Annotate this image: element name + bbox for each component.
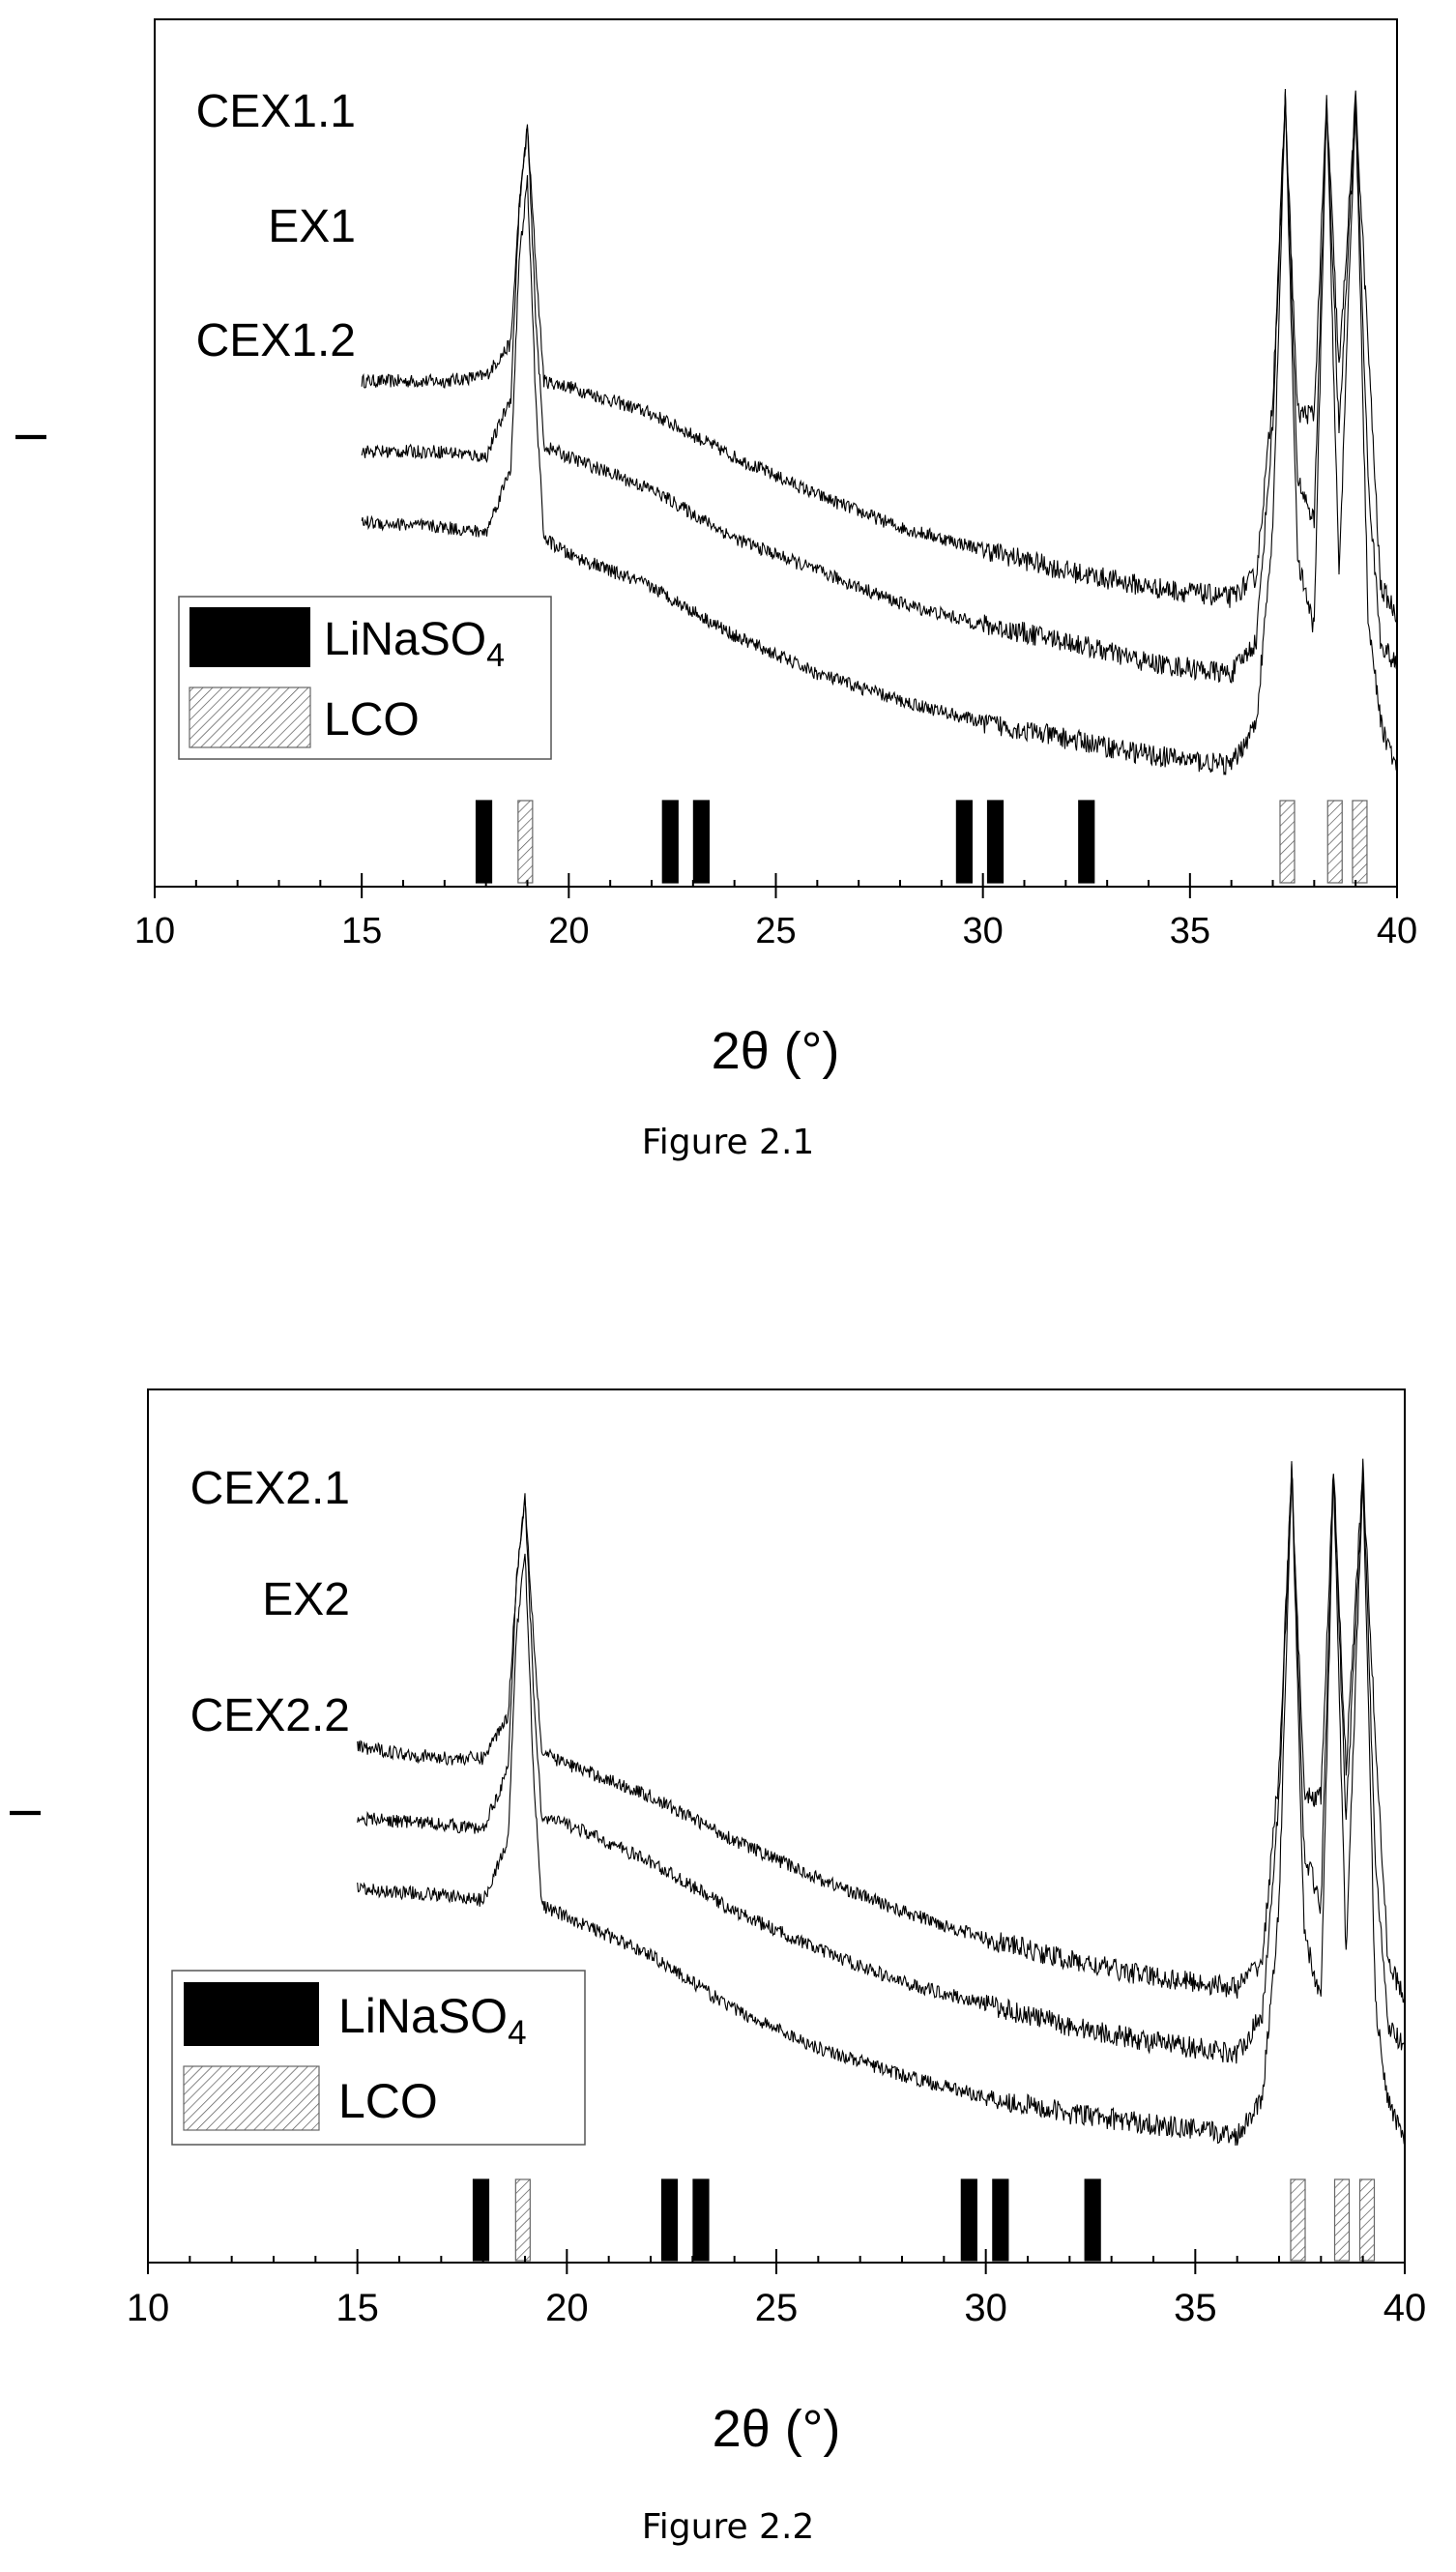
x-tick-label-25: 25 xyxy=(755,2287,799,2329)
figure-2-1-series-labels: CEX1.1 EX1 CEX1.2 xyxy=(196,86,356,366)
x-tick-label-20: 20 xyxy=(545,2287,589,2329)
figure-2-2-legend-label-linaso4: LiNaSO4 xyxy=(338,1989,527,2052)
reference-bar-linaso4-23.2 xyxy=(692,2178,710,2262)
reference-bar-linaso4-30.35 xyxy=(992,2178,1009,2262)
figure-2-1-y-axis-label: I xyxy=(6,431,56,444)
reference-bar-lco-37.35 xyxy=(1279,800,1296,884)
figure-2-1-legend-swatch-linaso4 xyxy=(189,607,310,667)
x-tick-label-30: 30 xyxy=(963,911,1004,951)
figure-2-1-x-axis-label: 2θ (°) xyxy=(712,1022,840,1080)
reference-bar-linaso4-32.55 xyxy=(1084,2178,1101,2262)
reference-bar-lco-18.95 xyxy=(517,800,534,884)
figure-2-1-caption: Figure 2.1 xyxy=(642,1123,815,1162)
reference-bar-linaso4-30.3 xyxy=(986,800,1005,884)
reference-bar-lco-38.5 xyxy=(1326,800,1343,884)
reference-bar-linaso4-22.45 xyxy=(661,800,679,884)
reference-bar-linaso4-22.45 xyxy=(660,2178,679,2262)
series-label-cex2-2: CEX2.2 xyxy=(190,1690,350,1741)
figure-2-1-x-axis: 10 15 20 25 30 35 40 xyxy=(134,873,1417,951)
figure-2-1: 10 15 20 25 30 35 40 2θ (°) I CEX1.1EX1CEX1.2 … xyxy=(6,18,1417,1080)
x-tick-label-10: 10 xyxy=(134,911,175,951)
x-tick-label-35: 35 xyxy=(1174,2287,1217,2329)
reference-bar-lco-18.95 xyxy=(514,2178,531,2262)
figure-2-2-y-axis-label: I xyxy=(0,1807,50,1820)
reference-bar-linaso4-17.95 xyxy=(475,800,493,884)
figure-2-2-series xyxy=(357,1458,1405,2147)
x-tick-label-40: 40 xyxy=(1377,911,1417,951)
figure-2-2-x-axis-label: 2θ (°) xyxy=(713,2400,841,2458)
figure-2-1-reference-bars xyxy=(475,800,1368,884)
reference-bar-lco-39.1 xyxy=(1358,2178,1376,2262)
x-tick-label-15: 15 xyxy=(335,2287,379,2329)
figure-2-1-legend-label-linaso4: LiNaSO4 xyxy=(324,614,505,674)
figure-2-1-legend: LiNaSO4 LCO xyxy=(178,596,552,760)
figure-2-1-legend-swatch-lco xyxy=(189,687,311,748)
figure-2-1-series xyxy=(361,88,1397,775)
x-tick-label-35: 35 xyxy=(1170,911,1210,951)
series-label-cex2-1: CEX2.1 xyxy=(190,1463,350,1514)
figure-2-2-legend-swatch-linaso4 xyxy=(184,1982,319,2046)
series-line-cex2-1 xyxy=(357,1458,1405,2003)
figure-2-2-series-labels: CEX2.1 EX2 CEX2.2 xyxy=(190,1463,350,1741)
figure-2-2-legend-swatch-lco xyxy=(183,2065,320,2131)
series-label-cex1-2: CEX1.2 xyxy=(196,315,356,366)
series-line-cex1-1 xyxy=(361,90,1397,624)
figure-2-2-x-axis: 10 15 20 25 30 35 40 xyxy=(127,2249,1427,2329)
series-line-cex2-2 xyxy=(357,1463,1405,2147)
reference-bar-lco-37.45 xyxy=(1290,2178,1306,2262)
figure-2-1-legend-label-lco: LCO xyxy=(324,694,420,745)
reference-bar-lco-39.1 xyxy=(1352,800,1368,884)
figure-2-2-legend: LiNaSO4 LCO xyxy=(171,1970,586,2146)
reference-bar-lco-38.5 xyxy=(1333,2178,1351,2262)
series-label-cex1-1: CEX1.1 xyxy=(196,86,356,137)
reference-bar-linaso4-29.55 xyxy=(955,800,973,884)
series-label-ex1: EX1 xyxy=(268,201,356,252)
x-tick-label-40: 40 xyxy=(1383,2287,1427,2329)
series-line-ex1 xyxy=(361,94,1397,684)
figure-2-2: 10 15 20 25 30 35 40 2θ (°) I CEX2.1EX2CEX2.2 … xyxy=(0,1388,1427,2458)
x-tick-label-15: 15 xyxy=(341,911,382,951)
reference-bar-linaso4-32.5 xyxy=(1078,800,1095,884)
series-label-ex2: EX2 xyxy=(262,1574,350,1625)
figure-2-2-reference-bars xyxy=(472,2178,1376,2262)
x-tick-label-30: 30 xyxy=(964,2287,1007,2329)
series-line-cex1-2 xyxy=(361,88,1397,775)
reference-bar-linaso4-29.6 xyxy=(960,2178,977,2262)
figure-2-2-legend-label-lco: LCO xyxy=(338,2074,438,2128)
reference-bar-linaso4-23.2 xyxy=(692,800,711,884)
x-tick-label-20: 20 xyxy=(548,911,589,951)
figure-2-2-caption: Figure 2.2 xyxy=(642,2507,815,2547)
series-line-ex2 xyxy=(357,1461,1405,2064)
reference-bar-linaso4-17.95 xyxy=(472,2178,490,2262)
x-tick-label-25: 25 xyxy=(755,911,796,951)
x-tick-label-10: 10 xyxy=(127,2287,170,2329)
